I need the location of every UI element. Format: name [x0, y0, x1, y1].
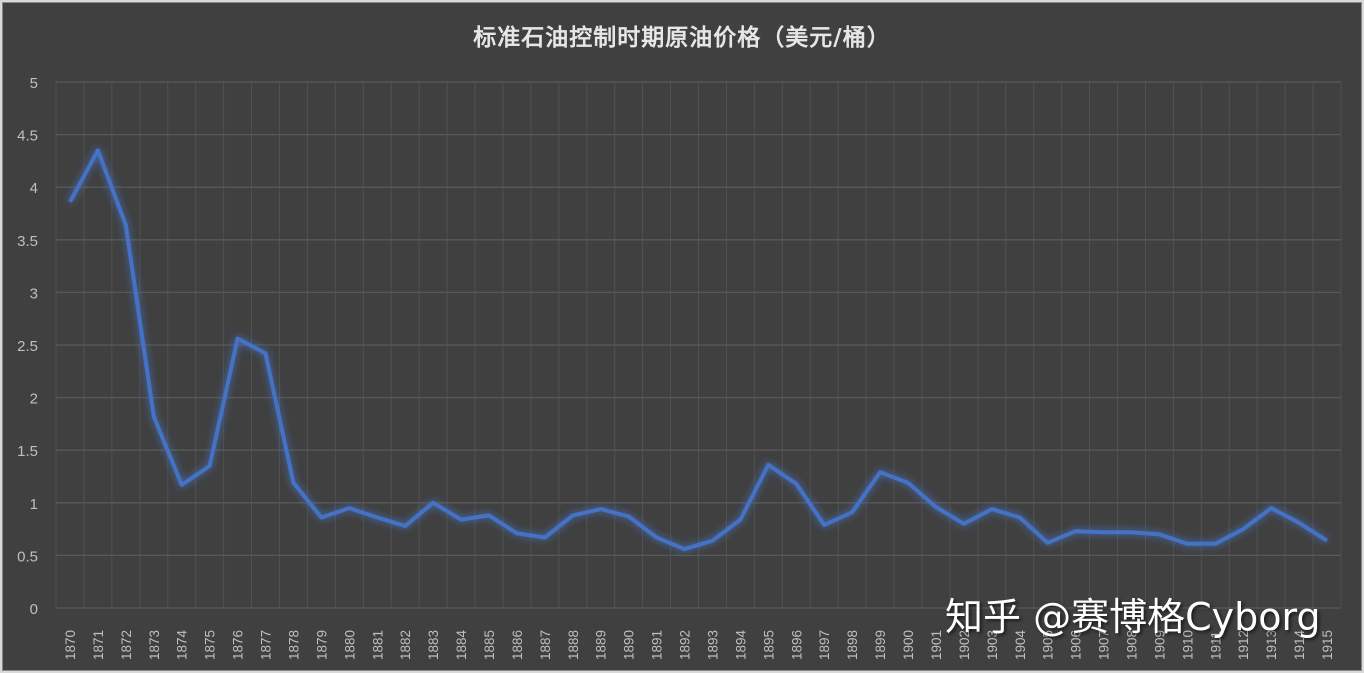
x-tick-label: 1911 — [1208, 631, 1223, 660]
y-tick-label: 2.5 — [17, 338, 38, 355]
x-tick-label: 1891 — [650, 630, 665, 660]
y-tick-label: 3.5 — [17, 233, 38, 250]
x-tick-label: 1894 — [733, 629, 748, 660]
x-tick-label: 1878 — [286, 630, 301, 660]
x-tick-label: 1898 — [845, 630, 860, 660]
x-tick-label: 1907 — [1097, 630, 1112, 660]
x-tick-label: 1908 — [1124, 630, 1139, 660]
x-tick-label: 1880 — [342, 630, 357, 660]
x-tick-label: 1909 — [1152, 630, 1167, 660]
x-tick-label: 1887 — [538, 630, 553, 660]
x-tick-label: 1871 — [91, 630, 106, 660]
x-tick-label: 1883 — [426, 630, 441, 660]
y-tick-label: 2 — [30, 391, 38, 408]
x-tick-label: 1882 — [398, 630, 413, 660]
x-tick-label: 1893 — [705, 630, 720, 660]
x-tick-label: 1899 — [873, 630, 888, 660]
y-tick-label: 1.5 — [17, 443, 38, 460]
y-tick-label: 3 — [30, 285, 38, 302]
x-tick-label: 1913 — [1264, 630, 1279, 660]
x-tick-label: 1895 — [761, 630, 776, 660]
x-tick-label: 1901 — [929, 630, 944, 660]
x-tick-label: 1890 — [622, 630, 637, 660]
x-tick-label: 1904 — [1013, 629, 1028, 660]
x-tick-label: 1906 — [1069, 630, 1084, 660]
x-tick-label: 1888 — [566, 630, 581, 660]
x-tick-label: 1915 — [1320, 630, 1335, 660]
x-tick-label: 1905 — [1041, 630, 1056, 660]
x-tick-label: 1870 — [63, 630, 78, 660]
y-axis-labels: 0 0.5 1 1.5 2 2.5 3 3.5 4 4.5 5 — [17, 75, 38, 618]
watermark: 知乎 @赛博格Cyborg — [945, 595, 1321, 639]
x-tick-label: 1873 — [147, 630, 162, 660]
y-tick-label: 4.5 — [17, 128, 38, 145]
x-tick-label: 1884 — [454, 629, 469, 660]
x-tick-label: 1903 — [985, 630, 1000, 660]
x-tick-label: 1872 — [119, 630, 134, 660]
x-tick-label: 1897 — [817, 630, 832, 660]
x-tick-label: 1902 — [957, 630, 972, 660]
y-tick-label: 1 — [30, 496, 38, 513]
x-tick-label: 1910 — [1180, 630, 1195, 660]
x-tick-label: 1875 — [203, 630, 218, 660]
x-tick-label: 1879 — [314, 630, 329, 660]
x-tick-label: 1892 — [678, 630, 693, 660]
y-tick-label: 0.5 — [17, 548, 38, 565]
x-tick-label: 1881 — [370, 630, 385, 660]
x-tick-label: 1896 — [789, 630, 804, 660]
x-tick-label: 1900 — [901, 630, 916, 660]
x-tick-label: 1914 — [1292, 629, 1307, 660]
x-tick-label: 1877 — [259, 630, 274, 660]
x-tick-label: 1885 — [482, 630, 497, 660]
y-tick-label: 0 — [30, 601, 38, 618]
price-series-line — [68, 148, 1329, 552]
x-tick-label: 1912 — [1236, 630, 1251, 660]
gridlines — [55, 81, 1342, 609]
y-tick-label: 5 — [30, 75, 38, 92]
series-line — [68, 148, 1329, 552]
x-axis-labels: 1870 1871 1872 1873 1874 1875 1876 1877 1878 1879… — [63, 629, 1335, 660]
x-tick-label: 1874 — [175, 629, 190, 660]
y-tick-label: 4 — [30, 180, 38, 197]
x-tick-label: 1886 — [510, 630, 525, 660]
chart-title: 标准石油控制时期原油价格（美元/桶） — [473, 25, 891, 51]
x-tick-label: 1889 — [594, 630, 609, 660]
x-tick-label: 1876 — [231, 630, 246, 660]
